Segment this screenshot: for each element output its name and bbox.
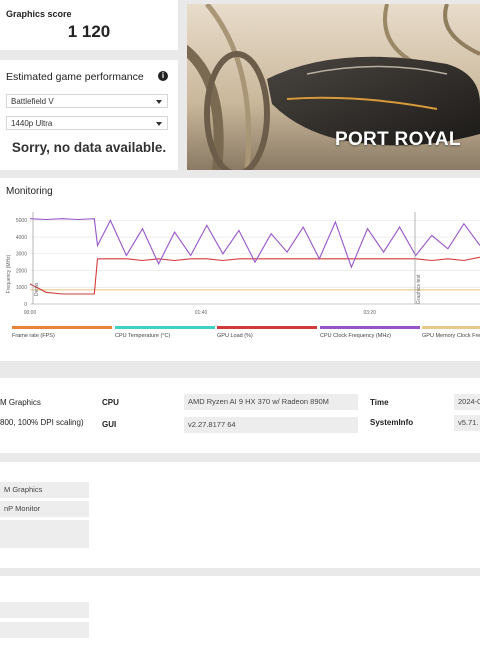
y-tick-label: 3000 [16,252,27,258]
legend-label: GPU Load (%) [217,333,253,339]
game-performance-card: Estimated game performance i Battlefield… [0,60,178,170]
x-tick-label: 03:20 [363,310,376,316]
detail-monitor-partial: nP Monitor [0,501,89,517]
graphics-test-marker-label: Graphics test [416,274,422,304]
systeminfo-label: SystemInfo [370,418,414,427]
legend-cpu-temperature[interactable]: CPU Temperature (°C) [115,326,215,339]
game-select[interactable]: Battlefield V [6,94,168,108]
time-value: 2024-0 [454,394,480,410]
bottom-field-1 [0,602,89,618]
monitoring-card: Monitoring 5000 4000 3000 2000 1000 0 00:00 01… [0,178,480,361]
y-tick-label: 2000 [16,268,27,274]
legend-swatch [217,326,317,329]
series-line-cpu-clock-frequency-mhz- [29,218,480,269]
legend-label: CPU Clock Frequency (MHz) [320,333,391,339]
cpu-label: CPU [102,398,119,407]
chevron-down-icon [156,122,162,126]
info-icon[interactable]: i [158,71,168,81]
no-data-message: Sorry, no data available. [11,140,167,155]
graphics-score-value: 1 120 [67,22,111,41]
y-tick-label: 5000 [16,218,27,224]
y-tick-labels: 5000 4000 3000 2000 1000 0 [16,218,27,308]
legend-swatch [12,326,112,329]
legend-label: GPU Memory Clock Frequency [422,333,480,339]
y-axis-label: Frequency (MHz) [6,254,12,293]
monitoring-chart: 5000 4000 3000 2000 1000 0 00:00 01:40 03:20 Fr… [6,212,480,316]
preset-select[interactable]: 1440p Ultra [6,116,168,130]
chevron-down-icon [156,100,162,104]
detail-info-card: M Graphics nP Monitor [0,462,480,568]
time-label: Time [370,398,389,407]
y-tick-label: 4000 [16,235,27,241]
chart-series [29,218,480,295]
bottom-field-2 [0,622,89,638]
monitoring-title: Monitoring [6,186,53,197]
series-line-gpu-load- [29,256,480,295]
legend-cpu-clock[interactable]: CPU Clock Frequency (MHz) [320,326,420,339]
x-tick-labels: 00:00 01:40 03:20 [24,310,376,316]
y-tick-label: 0 [24,302,27,308]
cpu-value: AMD Ryzen AI 9 HX 370 w/ Radeon 890M [184,394,358,410]
y-tick-label: 1000 [16,285,27,291]
x-tick-label: 01:40 [195,310,208,316]
legend-swatch [422,326,480,329]
game-select-value: Battlefield V [11,97,54,106]
demo-marker-label: Demo [34,282,40,296]
x-tick-label: 00:00 [24,310,37,316]
hero-artwork [187,4,480,170]
graphics-score-label: Graphics score [6,9,72,19]
benchmark-hero-image: PORT ROYAL [187,4,480,170]
detail-empty-field [0,520,89,548]
display-partial: 800, 100% DPI scaling) [0,418,84,427]
bottom-info-card [0,576,480,650]
systeminfo-value: v5.71. [454,415,480,431]
graphics-score-card: Graphics score 1 120 [0,0,178,50]
legend-label: Frame rate (FPS) [12,333,55,339]
legend-gpu-memory-clock[interactable]: GPU Memory Clock Frequency [422,326,480,339]
gui-value: v2.27.8177 64 [184,417,358,433]
preset-select-value: 1440p Ultra [11,119,53,128]
gpu-name-partial: M Graphics [0,398,41,407]
game-performance-title: Estimated game performance [6,71,144,83]
legend-swatch [320,326,420,329]
legend-swatch [115,326,215,329]
gui-label: GUI [102,420,117,429]
detail-gpu-partial: M Graphics [0,482,89,498]
benchmark-title: PORT ROYAL [335,129,461,150]
legend-gpu-load[interactable]: GPU Load (%) [217,326,317,339]
system-info-card: M Graphics 800, 100% DPI scaling) CPU AM… [0,378,480,453]
legend-label: CPU Temperature (°C) [115,333,171,339]
legend-frame-rate[interactable]: Frame rate (FPS) [12,326,112,339]
